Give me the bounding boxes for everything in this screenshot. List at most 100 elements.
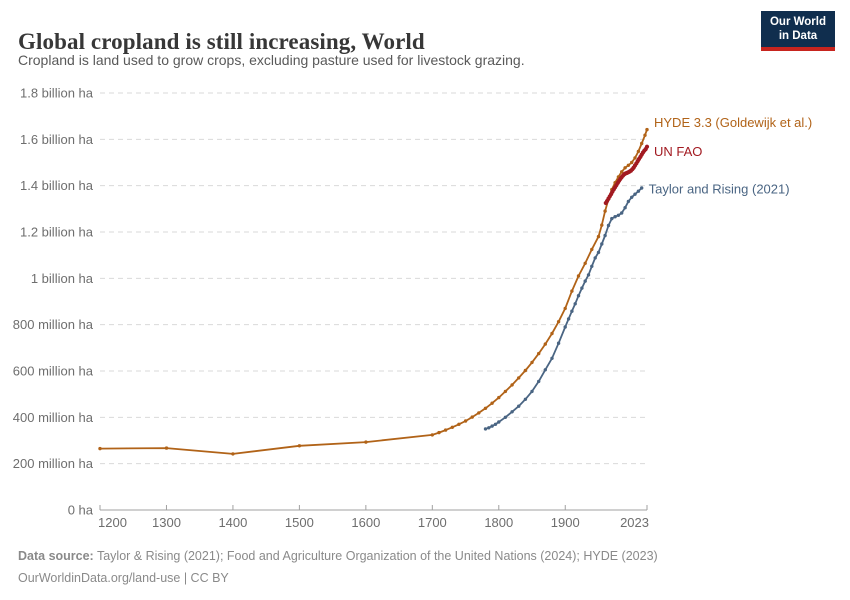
data-point[interactable] (503, 389, 508, 394)
data-point[interactable] (566, 317, 571, 321)
data-point[interactable] (450, 425, 454, 429)
data-point[interactable] (576, 294, 581, 298)
data-point[interactable] (633, 156, 637, 160)
data-point[interactable] (600, 242, 604, 246)
data-point[interactable] (580, 286, 584, 290)
data-point[interactable] (644, 144, 650, 149)
data-point[interactable] (576, 274, 581, 278)
data-point[interactable] (573, 302, 577, 306)
y-axis-label: 200 million ha (13, 456, 94, 471)
data-point[interactable] (596, 234, 601, 239)
data-point[interactable] (636, 149, 641, 154)
data-point[interactable] (586, 273, 591, 277)
data-point[interactable] (503, 415, 508, 419)
data-point[interactable] (640, 186, 644, 190)
data-point[interactable] (530, 389, 534, 394)
data-point[interactable] (640, 141, 644, 146)
chart-footer: Data source: Taylor & Rising (2021); Foo… (18, 545, 828, 589)
data-source-text: Taylor & Rising (2021); Food and Agricul… (93, 549, 658, 563)
data-point[interactable] (493, 422, 498, 426)
data-point[interactable] (550, 356, 554, 360)
chart-subtitle: Cropland is land used to grow crops, exc… (18, 52, 525, 68)
data-point[interactable] (590, 247, 594, 252)
data-point[interactable] (550, 331, 554, 336)
data-point[interactable] (543, 368, 547, 372)
data-point[interactable] (593, 256, 597, 260)
data-point[interactable] (517, 376, 521, 380)
data-point[interactable] (537, 351, 541, 356)
data-point[interactable] (603, 209, 607, 213)
legend-label-un-fao[interactable]: UN FAO (654, 144, 702, 159)
data-point[interactable] (497, 395, 501, 400)
data-point[interactable] (556, 341, 561, 345)
series-line[interactable] (99, 128, 648, 455)
data-point[interactable] (563, 325, 567, 329)
legend-label-hyde-3-3-goldewijk-et-al[interactable]: HYDE 3.3 (Goldewijk et al.) (654, 115, 812, 130)
data-point[interactable] (633, 192, 637, 196)
data-point[interactable] (630, 160, 634, 165)
data-point[interactable] (643, 133, 647, 137)
data-point[interactable] (477, 411, 481, 415)
data-point[interactable] (623, 206, 627, 210)
data-point[interactable] (636, 189, 641, 193)
data-point[interactable] (600, 223, 604, 227)
data-point[interactable] (517, 404, 521, 408)
data-point[interactable] (596, 250, 601, 255)
data-source-label: Data source: (18, 549, 94, 563)
data-point[interactable] (430, 433, 434, 437)
data-point[interactable] (490, 401, 494, 405)
data-point[interactable] (606, 223, 611, 228)
data-point[interactable] (645, 127, 649, 132)
data-point[interactable] (610, 216, 614, 221)
y-axis-label: 800 million ha (13, 317, 94, 332)
series-taylor-and-rising-2021[interactable]: Taylor and Rising (2021) (483, 181, 790, 431)
data-point[interactable] (537, 379, 541, 384)
data-point[interactable] (364, 440, 368, 444)
x-axis-label: 1200 (98, 515, 127, 530)
data-point[interactable] (626, 163, 631, 167)
data-point[interactable] (523, 368, 528, 373)
series-un-fao[interactable]: UN FAO (603, 144, 703, 206)
data-point[interactable] (620, 170, 624, 174)
data-point[interactable] (590, 264, 594, 268)
data-point[interactable] (487, 426, 491, 430)
data-point[interactable] (583, 279, 587, 283)
data-point[interactable] (483, 427, 488, 431)
data-point[interactable] (623, 166, 627, 170)
data-point[interactable] (437, 430, 441, 435)
data-point[interactable] (620, 211, 624, 215)
data-point[interactable] (510, 410, 514, 414)
owid-logo: Our World in Data (761, 11, 835, 51)
data-point[interactable] (463, 419, 468, 423)
owid-logo-line2: in Data (778, 30, 818, 42)
data-point[interactable] (98, 446, 102, 451)
data-point[interactable] (570, 289, 574, 293)
data-point[interactable] (523, 397, 528, 401)
data-point[interactable] (510, 383, 514, 387)
data-point[interactable] (443, 428, 448, 432)
data-point[interactable] (556, 320, 561, 324)
data-point[interactable] (470, 415, 474, 419)
data-point[interactable] (603, 233, 607, 238)
y-axis-label: 400 million ha (13, 410, 94, 425)
data-point[interactable] (457, 422, 461, 426)
legend-label-taylor-and-rising-2021[interactable]: Taylor and Rising (2021) (649, 181, 790, 196)
data-point[interactable] (563, 306, 567, 311)
data-point[interactable] (626, 199, 631, 204)
data-point[interactable] (231, 452, 235, 456)
data-point[interactable] (297, 444, 302, 448)
data-point[interactable] (570, 309, 574, 313)
data-point[interactable] (164, 446, 169, 450)
data-point[interactable] (483, 406, 488, 410)
data-point[interactable] (543, 342, 547, 346)
data-point[interactable] (530, 360, 534, 365)
data-point[interactable] (613, 215, 617, 219)
data-point[interactable] (490, 424, 494, 428)
series-hyde-3-3-goldewijk-et-al[interactable]: HYDE 3.3 (Goldewijk et al.) (98, 115, 812, 456)
data-point[interactable] (630, 195, 634, 199)
data-point[interactable] (583, 261, 587, 265)
data-point[interactable] (616, 213, 621, 217)
data-point[interactable] (497, 420, 501, 424)
y-axis-label: 1.4 billion ha (20, 178, 94, 193)
